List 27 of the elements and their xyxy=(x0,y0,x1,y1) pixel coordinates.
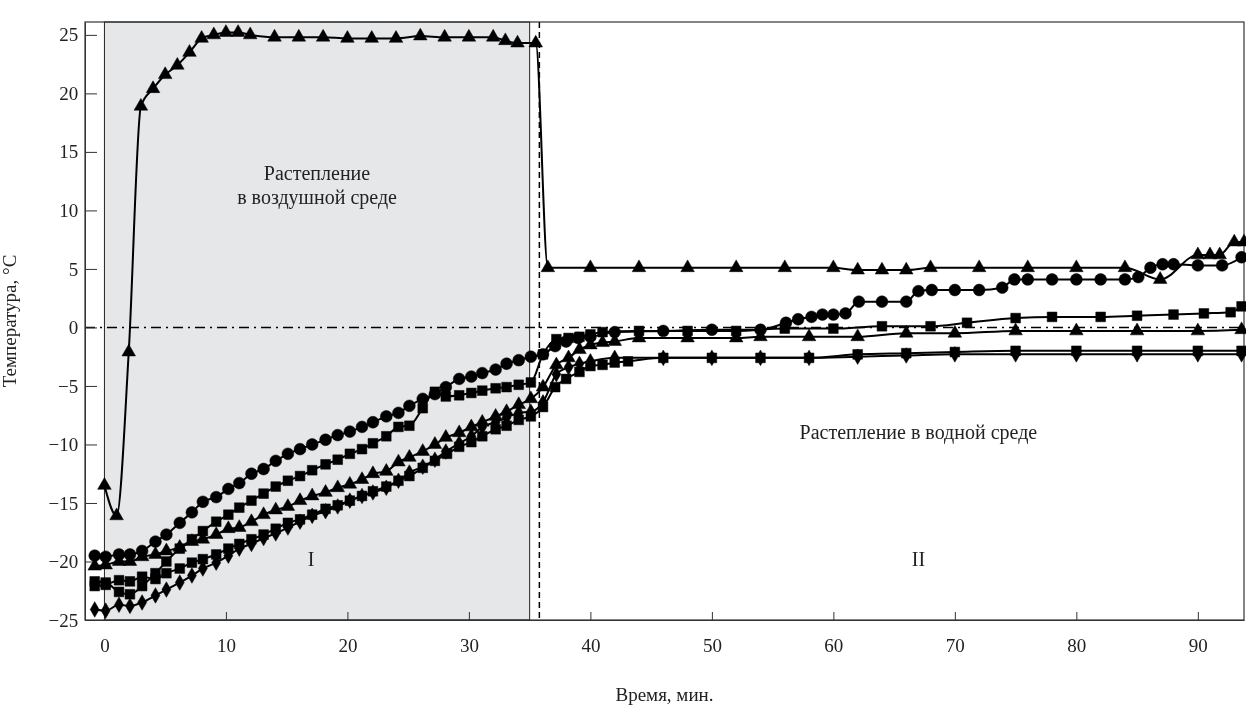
y-tick-label: −25 xyxy=(48,609,79,631)
y-tick-label: 15 xyxy=(59,141,79,163)
x-tick-label: 90 xyxy=(1188,634,1208,656)
x-tick-label: 70 xyxy=(945,634,965,656)
x-tick-label: 40 xyxy=(581,634,601,656)
x-axis-title: Время, мин. xyxy=(615,684,714,705)
y-tick-label: 20 xyxy=(59,82,79,104)
annotation: Растепление в воздушной среде xyxy=(237,161,398,209)
x-tick-label: 0 xyxy=(100,634,110,656)
y-axis-title: Температура, °C xyxy=(0,254,20,388)
y-tick-label: 5 xyxy=(68,258,79,280)
annotation: II xyxy=(911,548,926,571)
x-tick-label: 20 xyxy=(338,634,358,656)
y-tick-label: −5 xyxy=(57,375,79,397)
x-tick-label: 10 xyxy=(216,634,236,656)
y-tick-label: −20 xyxy=(48,551,79,573)
y-tick-label: −10 xyxy=(48,434,79,456)
x-tick-label: 30 xyxy=(459,634,479,656)
annotation: I xyxy=(307,548,315,571)
y-tick-label: 25 xyxy=(59,24,79,46)
x-tick-label: 60 xyxy=(824,634,844,656)
annotation: Растепление в водной среде xyxy=(799,420,1038,444)
x-tick-label: 50 xyxy=(702,634,722,656)
y-tick-label: 10 xyxy=(59,199,79,221)
y-tick-label: 0 xyxy=(68,317,79,339)
x-tick-label: 80 xyxy=(1067,634,1087,656)
y-tick-label: −15 xyxy=(48,492,79,514)
